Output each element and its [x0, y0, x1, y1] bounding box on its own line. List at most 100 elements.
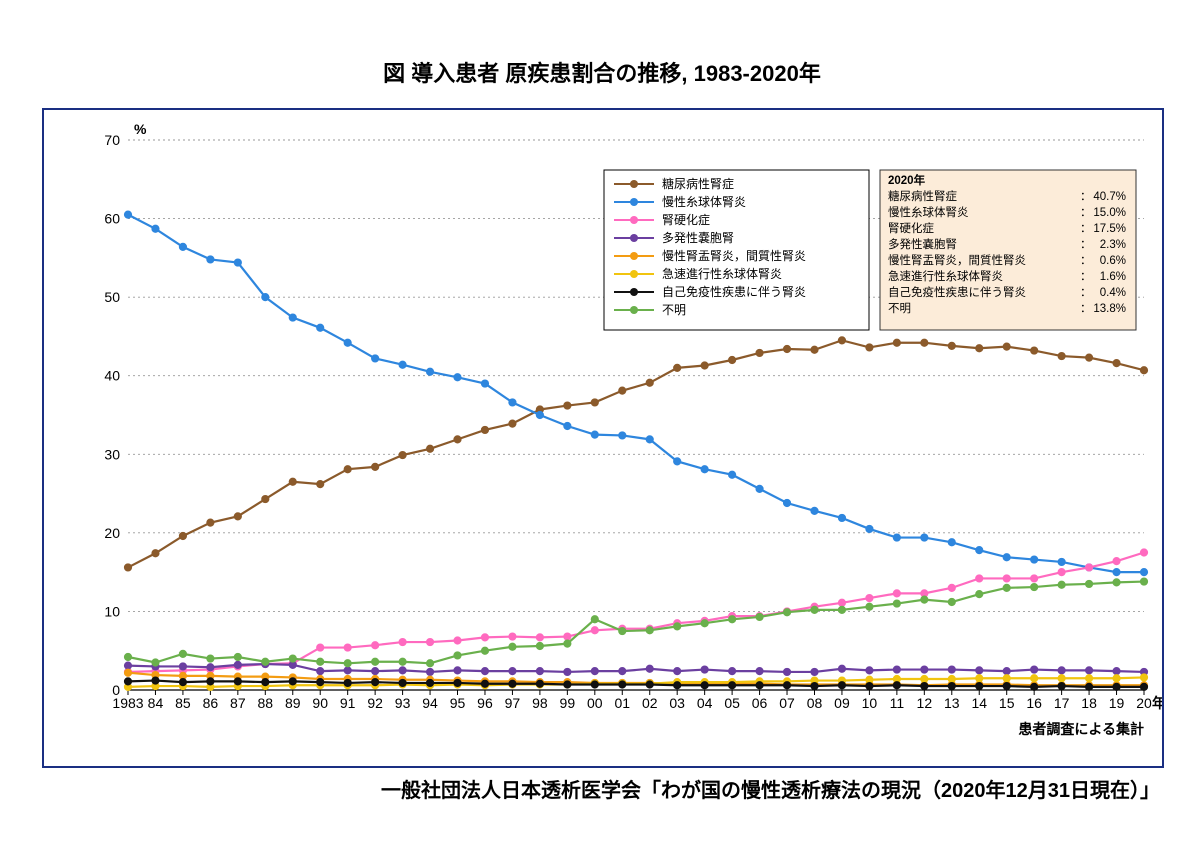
data-point [646, 379, 653, 386]
data-point [674, 682, 681, 689]
data-point [1058, 667, 1065, 674]
data-point [372, 668, 379, 675]
data-point [619, 668, 626, 675]
x-tick-label: 86 [203, 695, 219, 711]
data-point [948, 598, 955, 605]
legend-marker [630, 288, 638, 296]
data-point [564, 633, 571, 640]
data-point [948, 539, 955, 546]
data-point [1113, 569, 1120, 576]
data-point [893, 682, 900, 689]
x-tick-label: 09 [834, 695, 850, 711]
data-point [509, 420, 516, 427]
data-point [893, 534, 900, 541]
legend-label: 腎硬化症 [662, 212, 710, 227]
data-point [948, 675, 955, 682]
series-line [128, 340, 1144, 567]
data-point [646, 665, 653, 672]
legend-marker [630, 270, 638, 278]
data-point [454, 436, 461, 443]
y-tick-label: 10 [104, 603, 120, 619]
x-tick-label: 91 [340, 695, 356, 711]
data-point [124, 564, 131, 571]
data-point [399, 679, 406, 686]
data-point [756, 613, 763, 620]
data-point [262, 495, 269, 502]
x-tick-label: 1983 [112, 695, 143, 711]
data-point [207, 519, 214, 526]
y-tick-label: 50 [104, 289, 120, 305]
data-point [976, 667, 983, 674]
data-point [481, 668, 488, 675]
x-tick-label: 88 [258, 695, 274, 711]
data-point [1031, 347, 1038, 354]
data-point [783, 345, 790, 352]
data-point [1085, 564, 1092, 571]
legend-marker [630, 180, 638, 188]
data-point [591, 668, 598, 675]
data-point [372, 463, 379, 470]
data-point [811, 606, 818, 613]
data-point [536, 634, 543, 641]
data-point [234, 653, 241, 660]
series-line [128, 553, 1144, 672]
data-point [1113, 683, 1120, 690]
x-tick-label: 96 [477, 695, 493, 711]
data-point [536, 642, 543, 649]
stats-colon: ： [1080, 239, 1092, 251]
chart-frame: %010203040506070198384858687888990919293… [42, 108, 1164, 768]
data-point [564, 422, 571, 429]
data-point [179, 532, 186, 539]
x-tick-label: 84 [148, 695, 164, 711]
data-point [262, 658, 269, 665]
data-point [948, 682, 955, 689]
data-point [481, 680, 488, 687]
data-point [1113, 558, 1120, 565]
data-point [866, 667, 873, 674]
data-point [564, 681, 571, 688]
data-point [619, 387, 626, 394]
data-point [317, 644, 324, 651]
stats-value: 0.6% [1100, 255, 1126, 267]
data-point [783, 609, 790, 616]
data-point [372, 658, 379, 665]
x-tick-label: 89 [285, 695, 301, 711]
data-point [1140, 578, 1147, 585]
data-point [509, 633, 516, 640]
data-point [564, 402, 571, 409]
data-point [536, 668, 543, 675]
data-point [591, 681, 598, 688]
x-tick-label: 18 [1081, 695, 1097, 711]
data-point [536, 411, 543, 418]
data-point [921, 596, 928, 603]
data-point [426, 660, 433, 667]
stats-label: 慢性糸球体腎炎 [888, 205, 969, 219]
data-point [838, 665, 845, 672]
data-point [866, 344, 873, 351]
data-point [866, 603, 873, 610]
data-point [372, 355, 379, 362]
data-point [207, 655, 214, 662]
data-point [1113, 579, 1120, 586]
data-point [1031, 666, 1038, 673]
x-axis-label: 年 [1152, 695, 1162, 711]
legend-label: 自己免疫性疾患に伴う腎炎 [662, 284, 806, 299]
data-point [729, 471, 736, 478]
y-tick-label: 70 [104, 132, 120, 148]
data-point [921, 675, 928, 682]
data-point [1031, 675, 1038, 682]
legend-label: 多発性嚢胞腎 [662, 230, 734, 245]
legend-marker [630, 306, 638, 314]
data-point [838, 514, 845, 521]
stats-label: 自己免疫性疾患に伴う腎炎 [888, 285, 1026, 299]
data-point [1058, 682, 1065, 689]
data-point [591, 627, 598, 634]
data-point [729, 616, 736, 623]
data-point [811, 346, 818, 353]
data-point [838, 606, 845, 613]
data-point [481, 634, 488, 641]
legend-marker [630, 216, 638, 224]
data-point [289, 314, 296, 321]
data-point [1085, 354, 1092, 361]
chart-svg: %010203040506070198384858687888990919293… [44, 110, 1162, 766]
